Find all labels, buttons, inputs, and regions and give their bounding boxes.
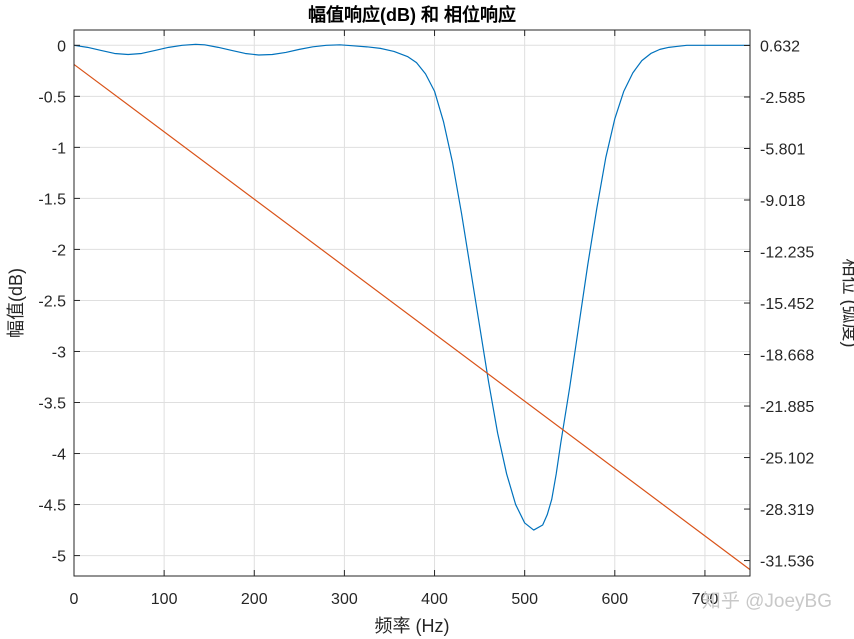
- y-tick-label-left: -2: [52, 242, 66, 259]
- magnitude-response-line: [73, 43, 750, 531]
- x-tick-label: 0: [70, 591, 79, 608]
- x-tick-label: 200: [241, 591, 268, 608]
- x-tick-label: 300: [331, 591, 358, 608]
- series-lines: [73, 43, 751, 571]
- y-tick-label-right: -18.668: [760, 348, 814, 365]
- watermark: 知乎 @JoeyBG: [702, 590, 832, 612]
- y-axis-label-right: 相位 (弧度): [840, 259, 854, 348]
- phase-response-line: [73, 63, 751, 571]
- y-tick-label-left: -1.5: [38, 191, 66, 208]
- x-tick-label: 600: [601, 591, 628, 608]
- x-tick-label: 400: [421, 591, 448, 608]
- x-axis-label: 频率 (Hz): [375, 616, 450, 636]
- tick-labels: 0 100 200 300 400 500 600 700 0 -0.5 -1 -1.5 -2 -2.5 -…: [38, 38, 814, 608]
- y-tick-label-left: 0: [57, 38, 66, 55]
- axis-ticks: [73, 30, 750, 576]
- y-axis-label-left: 幅值(dB): [6, 268, 26, 338]
- y-tick-label-right: -9.018: [760, 193, 805, 210]
- y-tick-label-left: -2.5: [38, 293, 66, 310]
- y-tick-label-right: -28.319: [760, 502, 814, 519]
- y-tick-label-left: -3: [52, 344, 66, 361]
- x-tick-label: 500: [511, 591, 538, 608]
- y-tick-label-left: -4.5: [38, 498, 66, 515]
- chart-title: 幅值响应(dB) 和 相位响应: [308, 4, 516, 25]
- y-tick-label-right: -12.235: [760, 245, 814, 262]
- y-tick-label-left: -4: [52, 447, 66, 464]
- x-tick-label: 100: [151, 591, 178, 608]
- y-tick-label-right: -5.801: [760, 142, 805, 159]
- y-tick-label-right: 0.632: [760, 38, 800, 55]
- y-tick-label-left: -5: [52, 549, 66, 566]
- x-tick-label: 700: [692, 591, 719, 608]
- y-tick-label-left: -3.5: [38, 396, 66, 413]
- y-tick-label-left: -0.5: [38, 89, 66, 106]
- y-tick-label-left: -1: [52, 140, 66, 157]
- y-tick-label-right: -21.885: [760, 399, 814, 416]
- y-tick-label-right: -25.102: [760, 451, 814, 468]
- y-tick-label-right: -2.585: [760, 90, 805, 107]
- y-tick-label-right: -15.452: [760, 296, 814, 313]
- y-tick-label-right: -31.536: [760, 554, 814, 571]
